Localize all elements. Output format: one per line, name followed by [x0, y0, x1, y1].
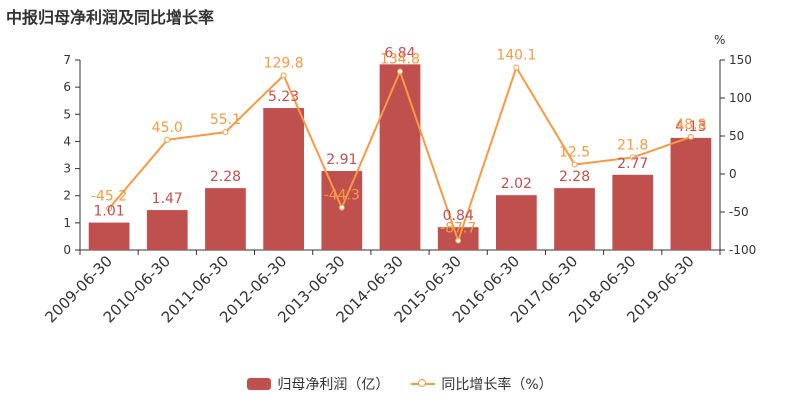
- right-tick-label: 100: [729, 91, 752, 105]
- bar: [263, 108, 304, 251]
- growth-point: [280, 72, 287, 79]
- bar-value-label: 2.02: [501, 176, 532, 192]
- growth-point: [397, 68, 403, 75]
- growth-point: [571, 161, 578, 168]
- right-tick-label: 50: [729, 129, 744, 143]
- left-tick-label: 3: [63, 162, 71, 176]
- legend-label-growth: 同比增长率（%）: [441, 377, 553, 393]
- legend-item-profit[interactable]: 归母净利润（亿）: [247, 374, 389, 394]
- growth-point: [338, 204, 345, 211]
- growth-value-label: 21.8: [617, 137, 648, 153]
- bar-value-label: 2.77: [617, 156, 648, 172]
- chart-legend: 归母净利润（亿） 同比增长率（%）: [0, 374, 800, 394]
- right-tick-label: -50: [729, 205, 749, 219]
- bar-value-label: 2.28: [210, 169, 241, 185]
- left-tick-label: 7: [63, 53, 71, 67]
- bar-value-label: 5.23: [268, 89, 299, 105]
- growth-value-label: 12.5: [559, 145, 590, 161]
- bar: [88, 222, 130, 250]
- growth-point: [687, 133, 694, 140]
- growth-value-label: -44.3: [324, 188, 360, 204]
- legend-item-growth[interactable]: 同比增长率（%）: [411, 374, 553, 394]
- legend-label-profit: 归母净利润（亿）: [277, 377, 390, 393]
- right-tick-label: 150: [729, 53, 752, 67]
- bar: [612, 174, 654, 250]
- chart-title: 中报归母净利润及同比增长率: [6, 8, 215, 27]
- bar: [554, 188, 595, 250]
- left-tick-label: 6: [63, 80, 71, 94]
- legend-line-swatch: [411, 378, 436, 390]
- growth-point: [164, 136, 171, 143]
- bar: [379, 64, 421, 250]
- growth-value-label: 45.0: [152, 120, 183, 136]
- bar: [670, 137, 712, 250]
- bar-value-label: 1.47: [152, 191, 183, 207]
- right-tick-label: -100: [729, 243, 756, 257]
- bar-value-label: 2.91: [326, 152, 357, 168]
- bar: [146, 210, 188, 250]
- growth-value-label: 129.8: [264, 55, 304, 71]
- left-tick-label: 4: [63, 134, 71, 148]
- growth-point: [106, 205, 113, 212]
- growth-value-label: 140.1: [496, 48, 536, 64]
- growth-point: [629, 154, 636, 161]
- right-tick-label: 0: [729, 167, 737, 181]
- left-tick-label: 0: [63, 243, 71, 257]
- growth-point: [222, 129, 229, 136]
- left-tick-label: 1: [63, 216, 71, 230]
- left-tick-label: 5: [63, 107, 71, 121]
- bar-value-label: 4.13: [675, 119, 706, 135]
- growth-value-label: -87.7: [440, 221, 476, 237]
- bar-value-label: 6.84: [384, 45, 415, 61]
- growth-value-label: 55.1: [210, 112, 241, 128]
- bar: [205, 188, 246, 250]
- growth-value-label: -45.2: [91, 188, 127, 204]
- right-axis-unit: %: [714, 33, 725, 47]
- bar: [496, 195, 537, 250]
- left-tick-label: 2: [63, 189, 71, 203]
- bar-value-label: 0.84: [443, 208, 474, 224]
- growth-value-label: 134.8: [380, 52, 420, 68]
- growth-point: [455, 237, 462, 244]
- bar-value-label: 1.01: [94, 204, 125, 220]
- bar-value-label: 2.28: [559, 169, 590, 185]
- growth-point: [513, 64, 520, 71]
- growth-value-label: 48.8: [675, 117, 706, 133]
- legend-bar-swatch: [247, 378, 272, 390]
